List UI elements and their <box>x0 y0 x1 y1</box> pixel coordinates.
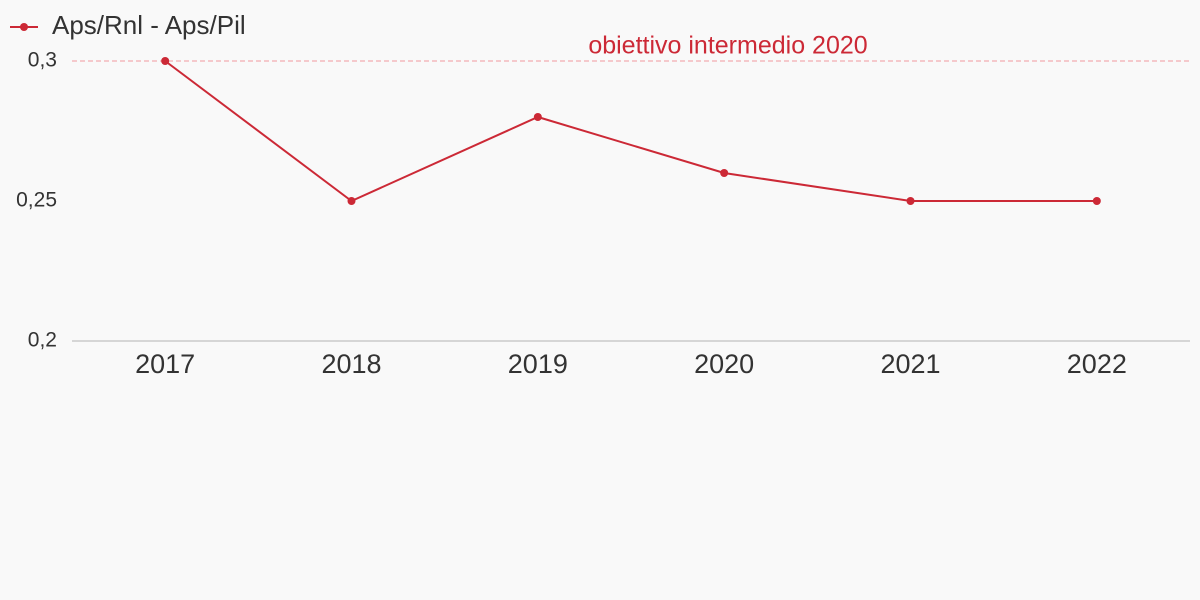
legend-marker <box>20 23 28 31</box>
x-tick-label: 2019 <box>508 349 568 379</box>
data-point <box>161 57 170 65</box>
data-point <box>720 169 729 177</box>
x-tick-label: 2021 <box>880 349 940 379</box>
y-tick-label: 0,2 <box>28 329 57 352</box>
data-point <box>347 197 356 205</box>
x-tick-label: 2020 <box>694 349 754 379</box>
legend-label: Aps/Rnl - Aps/Pil <box>52 10 246 40</box>
x-tick-label: 2022 <box>1067 349 1127 379</box>
reference-label: obiettivo intermedio 2020 <box>588 32 867 60</box>
data-point <box>1092 197 1101 205</box>
data-point <box>906 197 915 205</box>
y-tick-label: 0,3 <box>28 49 57 72</box>
x-tick-label: 2017 <box>135 349 195 379</box>
data-point <box>533 113 542 121</box>
series-line <box>164 60 1097 203</box>
y-tick-label: 0,25 <box>16 189 57 212</box>
x-tick-label: 2018 <box>321 349 381 379</box>
